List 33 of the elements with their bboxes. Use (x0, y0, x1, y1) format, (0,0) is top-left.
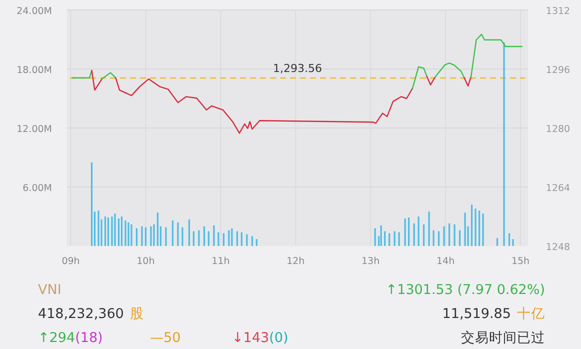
text: 十亿 (517, 306, 545, 322)
line-series (412, 66, 428, 89)
line-series (470, 34, 523, 78)
x-tick-label: 10h (136, 256, 155, 267)
line-series (115, 77, 414, 134)
text: (18) (75, 330, 103, 346)
y-tick-label: 18.00M (16, 65, 52, 76)
text: ↑1301.53 (7.97 0.62%) (386, 282, 545, 298)
y-tick-label: 24.00M (16, 6, 52, 17)
ref-line-label: 1,293.56 (273, 62, 322, 75)
line-series (434, 62, 465, 78)
x-tick-label: 12h (286, 256, 305, 267)
text: 交易时间已过 (461, 330, 545, 346)
text: VNI (38, 282, 62, 298)
y2-tick-label: 1280 (546, 124, 570, 135)
text: 418,232,360 (38, 306, 124, 322)
y2-tick-label: 1248 (546, 242, 570, 253)
text: —50 (150, 330, 181, 346)
y2-tick-label: 1296 (546, 65, 570, 76)
y-tick-label: 6.00M (22, 183, 52, 194)
x-tick-label: 09h (62, 256, 80, 267)
x-tick-label: 15h (511, 256, 530, 267)
text: 11,519.85 (442, 306, 511, 322)
text: (0) (269, 330, 288, 346)
text: ↑294 (38, 330, 76, 346)
y-tick-label: 12.00M (16, 124, 52, 135)
x-tick-label: 11h (212, 256, 230, 267)
x-tick-label: 13h (362, 256, 380, 267)
text: ↓143 (232, 330, 270, 346)
y2-tick-label: 1264 (546, 183, 570, 194)
y2-tick-label: 1312 (546, 6, 570, 17)
text: 股 (130, 306, 144, 322)
x-tick-label: 14h (436, 256, 455, 267)
